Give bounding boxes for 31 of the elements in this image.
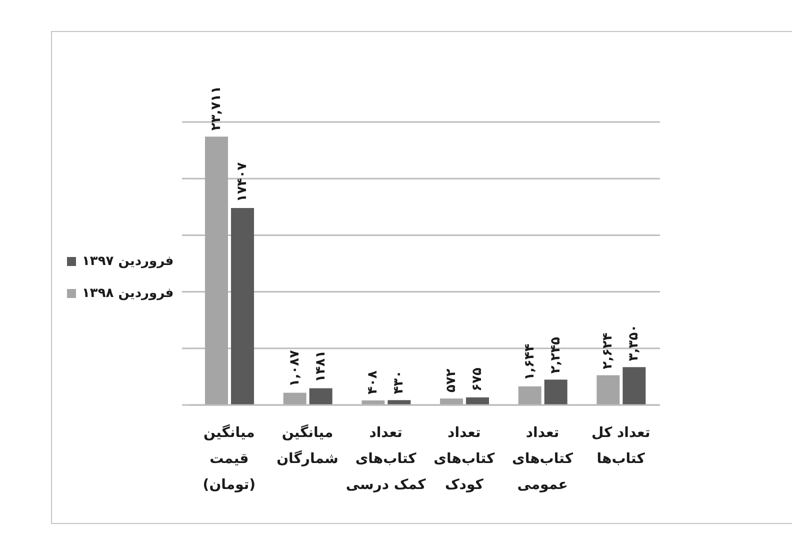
bar [231, 208, 254, 405]
data-label: ۴۳۰ [392, 370, 407, 394]
bar [309, 388, 332, 405]
legend-label: فروردین ۱۳۹۸ [82, 286, 174, 300]
bar [466, 397, 489, 405]
data-label: ۳,۳۵۰ [626, 324, 642, 362]
x-tick-label: تعداد کتاب‌های کمک درسی [346, 425, 427, 493]
data-label: ۴۰۸ [366, 370, 381, 394]
bar [544, 380, 568, 405]
data-label: ۱,۰۸۷ [287, 350, 302, 387]
data-label: ۲,۶۲۴ [600, 332, 616, 370]
data-label: ۶۷۵ [470, 367, 485, 392]
x-tick-label: تعداد کل کتاب‌ها [591, 425, 650, 467]
bar [205, 136, 228, 405]
x-tick-label: تعداد کتاب‌های عمومی [512, 425, 574, 493]
data-label: ۲,۲۴۵ [548, 336, 564, 374]
data-label: ۱,۶۴۴ [522, 344, 538, 380]
x-tick-label: تعداد کتاب‌های کودک [434, 425, 496, 493]
bar [388, 400, 411, 405]
x-tick-label: میانگین قیمت (تومان) [202, 424, 256, 493]
bar [518, 386, 542, 405]
x-tick-label: میانگین شمارگان [276, 424, 338, 467]
bar [596, 375, 620, 405]
data-label: ۱۷۴۰۷ [235, 162, 250, 202]
bar [622, 367, 646, 405]
legend-label: فروردین ۱۳۹۷ [82, 254, 174, 268]
data-label: ۲۳,۷۱۱ [209, 86, 224, 131]
bar [440, 398, 463, 405]
data-label: ۵۷۲ [444, 368, 459, 393]
data-label: ۱۴۸۱ [313, 350, 328, 382]
bar [283, 392, 306, 405]
